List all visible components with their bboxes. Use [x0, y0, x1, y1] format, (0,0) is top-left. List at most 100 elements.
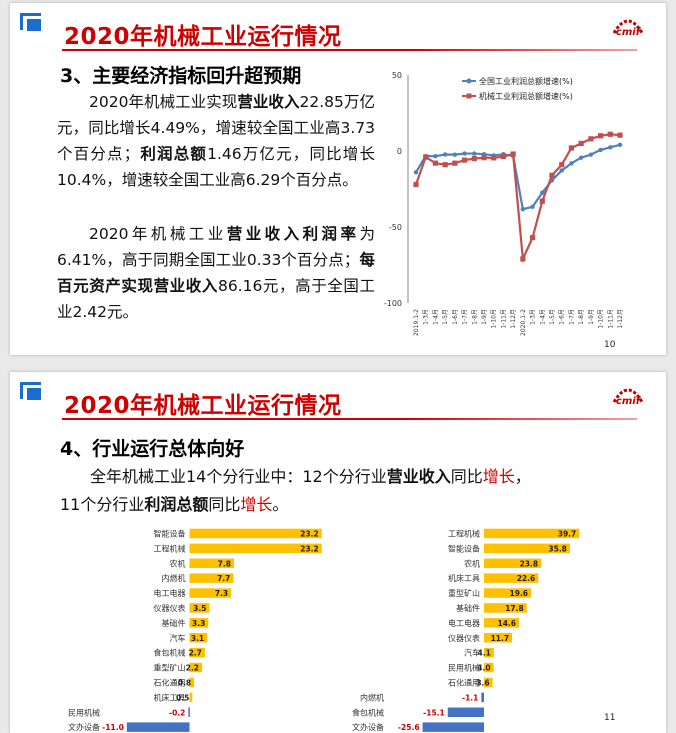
category-label: 民用机械	[448, 663, 480, 673]
category-label: 机床工具	[154, 692, 186, 702]
bar	[189, 558, 234, 568]
bar	[484, 588, 532, 598]
legend-label: 机械工业利润总额增速(%)	[479, 91, 573, 101]
data-point	[452, 160, 458, 166]
data-point	[540, 190, 545, 195]
value-label: -15.1	[423, 708, 445, 717]
x-tick-label: 1-7月	[462, 309, 469, 325]
category-label: 食包机械	[154, 648, 186, 658]
value-label: 4.0	[477, 664, 490, 673]
category-label: 汽车	[170, 633, 186, 643]
data-point	[510, 151, 516, 157]
data-point	[442, 162, 448, 168]
data-point	[617, 142, 623, 147]
x-tick-label: 1-11月	[607, 309, 614, 329]
data-point	[471, 156, 477, 162]
summary-line-1: 全年机械工业14个分行业中：12个分行业营业收入同比增长，	[90, 467, 531, 486]
bar	[126, 722, 190, 732]
value-label: 23.8	[520, 559, 539, 568]
value-label: 0.5	[176, 693, 189, 702]
legend-marker	[466, 93, 472, 99]
category-label: 农机	[464, 558, 480, 568]
value-label: 19.6	[510, 589, 529, 598]
x-tick-label: 1-12月	[510, 309, 517, 329]
legend-label: 全国工业利润总额增速(%)	[479, 76, 573, 86]
data-point	[520, 207, 526, 212]
x-tick-label: 1-9月	[481, 309, 488, 325]
bar	[484, 677, 493, 688]
data-point	[608, 145, 613, 150]
category-label: 智能设备	[154, 528, 186, 538]
bar	[188, 707, 190, 717]
value-label: -0.2	[169, 708, 185, 717]
category-label: 仪器仪表	[154, 603, 186, 613]
paragraph-1: 2020年机械工业实现营业收入22.85万亿元，同比增长4.49%，增速较全国工…	[57, 93, 375, 189]
series-line-2	[414, 133, 621, 264]
category-label: 机床工具	[448, 573, 480, 583]
data-point	[617, 132, 623, 138]
y-tick-label: -100	[384, 299, 402, 308]
data-point	[530, 204, 535, 209]
value-label: 0.8	[178, 678, 191, 687]
data-point	[598, 147, 603, 153]
slide-title: 2020年机械工业运行情况	[64, 24, 342, 50]
category-label: 文办设备	[352, 722, 384, 732]
value-label: 3.3	[192, 619, 205, 628]
category-label: 石化通用	[154, 677, 186, 687]
bar	[484, 662, 494, 673]
value-label: 23.2	[300, 544, 319, 553]
svg-text:cmif: cmif	[616, 396, 642, 407]
x-tick-label: 1-8月	[471, 309, 478, 325]
value-label: 23.2	[300, 529, 319, 538]
bar	[484, 543, 570, 554]
value-label: 17.8	[505, 604, 524, 613]
value-label: 39.7	[558, 529, 577, 538]
data-point	[481, 155, 487, 161]
bar	[189, 573, 234, 583]
section-heading: 4、行业运行总体向好	[60, 438, 245, 460]
corner-logo-icon	[20, 13, 44, 31]
bar	[447, 707, 484, 717]
category-label: 汽车	[464, 648, 480, 658]
category-label: 民用机械	[68, 707, 100, 717]
data-point	[433, 153, 438, 159]
data-point	[607, 131, 613, 137]
x-tick-label: 1-4月	[539, 309, 546, 325]
x-tick-label: 1-6月	[452, 309, 459, 325]
bar	[422, 722, 484, 732]
bar	[189, 692, 193, 703]
data-point	[568, 145, 575, 151]
x-tick-label: 2020.1-2	[520, 309, 527, 336]
data-point	[432, 160, 439, 166]
bar	[189, 588, 232, 598]
bar	[189, 633, 208, 643]
category-label: 农机	[170, 558, 186, 568]
series-line-1	[415, 143, 621, 211]
data-point	[413, 181, 419, 188]
bar	[484, 573, 539, 583]
title-underline	[62, 418, 637, 420]
category-label: 内燃机	[360, 692, 384, 702]
category-label: 文办设备	[68, 722, 100, 732]
bar	[484, 558, 542, 568]
section-heading: 3、主要经济指标回升超预期	[60, 65, 302, 87]
category-label: 工程机械	[448, 528, 480, 538]
value-label: 11.7	[491, 634, 510, 643]
category-label: 工程机械	[154, 543, 186, 553]
data-point	[597, 133, 604, 139]
bar	[189, 543, 322, 554]
data-point	[520, 256, 526, 262]
x-tick-label: 1-4月	[432, 309, 439, 325]
data-point	[559, 162, 565, 168]
value-label: 3.1	[191, 634, 204, 643]
value-label: 35.8	[548, 544, 567, 553]
value-label: 22.6	[517, 574, 536, 583]
title-underline	[62, 49, 637, 51]
data-point	[413, 170, 419, 175]
data-point	[491, 155, 497, 161]
bar	[484, 603, 527, 613]
data-point	[539, 198, 545, 204]
category-label: 智能设备	[448, 543, 480, 553]
legend-marker	[466, 78, 472, 84]
